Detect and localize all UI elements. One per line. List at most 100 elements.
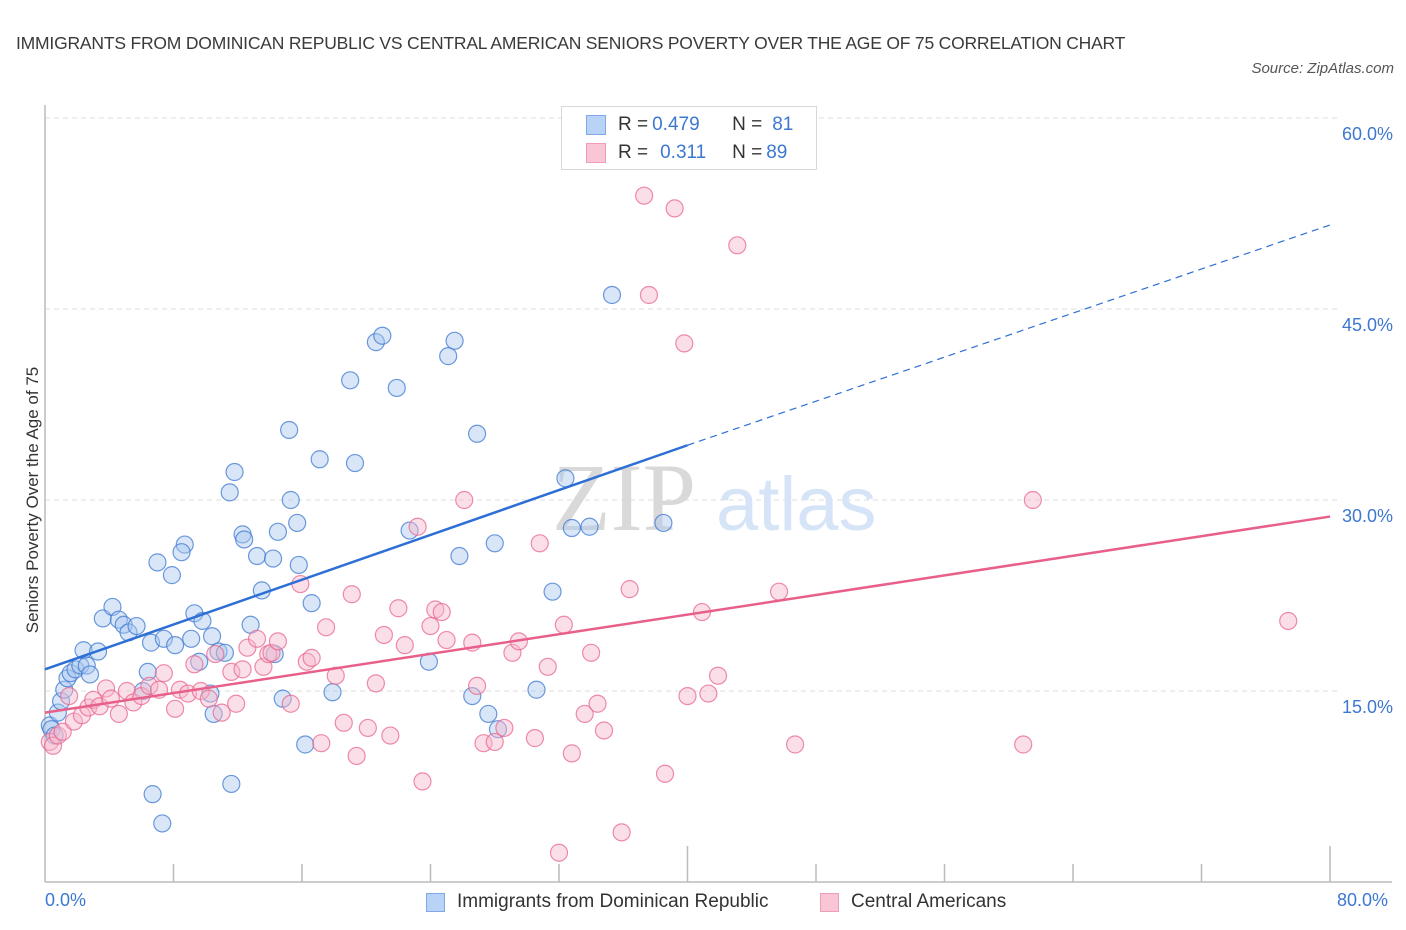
legend-n-value: 89 bbox=[766, 142, 788, 163]
legend-r-value: 0.311 bbox=[660, 142, 707, 163]
data-point-dominican bbox=[263, 549, 283, 568]
data-point-dominican bbox=[166, 636, 185, 655]
trend-line-central-american bbox=[44, 515, 1331, 714]
data-point-central-american bbox=[96, 679, 116, 698]
axes bbox=[44, 105, 1392, 883]
y-tick-labels: 15.0% 30.0% 45.0% 60.0% bbox=[1342, 124, 1393, 717]
watermark-atlas: atlas bbox=[716, 462, 877, 547]
data-point-central-american bbox=[538, 657, 557, 676]
data-point-dominican bbox=[247, 546, 267, 566]
data-point-dominican bbox=[162, 566, 181, 585]
data-point-dominican bbox=[556, 469, 575, 488]
data-point-central-american bbox=[408, 517, 427, 536]
data-point-central-american bbox=[786, 735, 805, 754]
data-point-central-american bbox=[199, 689, 218, 708]
series-central-american-points bbox=[40, 186, 1298, 862]
data-point-dominican bbox=[138, 662, 157, 682]
watermark: ZIP atlas bbox=[552, 444, 877, 551]
x-tick-max: 80.0% bbox=[1337, 890, 1389, 910]
y-axis-label: Seniors Poverty Over the Age of 75 bbox=[23, 367, 42, 633]
data-point-central-american bbox=[43, 736, 63, 755]
data-point-central-american bbox=[562, 744, 581, 763]
data-point-dominican bbox=[527, 680, 546, 699]
data-point-dominican bbox=[296, 735, 315, 754]
data-point-dominican bbox=[479, 704, 498, 724]
data-point-central-american bbox=[140, 676, 159, 696]
data-point-central-american bbox=[594, 721, 614, 740]
data-point-central-american bbox=[358, 718, 377, 738]
legend-item-label: Central Americans bbox=[851, 891, 1007, 912]
chart-title: IMMIGRANTS FROM DOMINICAN REPUBLIC VS CE… bbox=[16, 33, 1126, 53]
trend-lines bbox=[44, 224, 1331, 714]
data-point-central-american bbox=[281, 694, 300, 713]
data-point-dominican bbox=[202, 627, 222, 646]
legend-r-value: 0.479 bbox=[652, 114, 700, 135]
trend-line-dominican-extension bbox=[687, 224, 1331, 446]
data-point-dominican bbox=[220, 483, 239, 502]
data-point-central-american bbox=[389, 599, 408, 618]
legend-swatch-pink bbox=[586, 143, 606, 163]
data-point-central-american bbox=[268, 632, 288, 651]
data-point-central-american bbox=[227, 694, 246, 713]
data-point-central-american bbox=[675, 334, 694, 353]
y-tick-label: 45.0% bbox=[1342, 315, 1393, 335]
data-point-central-american bbox=[312, 734, 331, 753]
data-point-central-american bbox=[166, 699, 185, 718]
data-point-dominican bbox=[222, 774, 241, 794]
grid bbox=[45, 117, 1340, 692]
data-point-dominican bbox=[654, 513, 673, 533]
data-point-central-american bbox=[635, 186, 654, 205]
legend-swatch-pink bbox=[820, 892, 839, 912]
data-point-dominican bbox=[127, 616, 146, 636]
data-point-dominican bbox=[80, 665, 100, 684]
data-point-central-american bbox=[1279, 611, 1298, 631]
data-point-central-american bbox=[503, 643, 522, 662]
data-point-dominican bbox=[288, 513, 307, 533]
data-point-central-american bbox=[769, 582, 789, 601]
legend-item-label: Immigrants from Dominican Republic bbox=[457, 891, 769, 912]
data-point-central-american bbox=[530, 534, 549, 553]
data-point-dominican bbox=[450, 546, 469, 566]
data-point-central-american bbox=[395, 636, 414, 655]
data-point-dominican bbox=[215, 643, 234, 662]
data-point-central-american bbox=[678, 686, 697, 706]
y-tick-label: 30.0% bbox=[1342, 506, 1393, 526]
data-point-central-american bbox=[381, 726, 400, 745]
data-point-dominican bbox=[268, 522, 288, 541]
data-point-central-american bbox=[206, 644, 225, 664]
data-point-central-american bbox=[437, 630, 456, 650]
legend-swatch-blue bbox=[426, 892, 445, 912]
data-point-central-american bbox=[342, 585, 361, 604]
data-point-dominican bbox=[172, 543, 191, 562]
data-point-dominican bbox=[148, 553, 167, 572]
data-point-central-american bbox=[612, 823, 631, 842]
legend-item-central-american[interactable]: Central Americans bbox=[820, 888, 1006, 916]
data-point-central-american bbox=[575, 704, 594, 724]
data-point-central-american bbox=[109, 704, 128, 724]
data-point-central-american bbox=[222, 662, 241, 682]
legend-item-dominican[interactable]: Immigrants from Dominican Republic bbox=[426, 888, 769, 916]
data-point-dominican bbox=[182, 629, 201, 648]
legend-n-value: 81 bbox=[772, 114, 794, 135]
data-point-dominican bbox=[345, 453, 365, 473]
data-point-central-american bbox=[413, 772, 432, 791]
legend-r-label: R = bbox=[618, 114, 649, 135]
data-point-central-american bbox=[347, 746, 366, 766]
data-point-dominican bbox=[225, 462, 244, 482]
data-point-central-american bbox=[247, 629, 267, 648]
data-point-central-american bbox=[699, 684, 718, 703]
data-point-dominican bbox=[209, 642, 228, 661]
data-point-dominican bbox=[341, 371, 360, 390]
data-point-central-american bbox=[154, 664, 173, 683]
legend-row-central-american: R = 0.311 N = 89 bbox=[586, 139, 787, 167]
data-point-central-american bbox=[588, 694, 607, 713]
data-point-central-american bbox=[467, 676, 487, 696]
data-point-central-american bbox=[1014, 735, 1033, 754]
data-point-central-american bbox=[59, 686, 79, 706]
data-point-central-american bbox=[708, 666, 728, 685]
data-point-dominican bbox=[562, 518, 581, 538]
data-point-dominican bbox=[281, 490, 300, 510]
data-point-central-american bbox=[212, 703, 231, 722]
series-legend: Immigrants from Dominican Republic Centr… bbox=[0, 888, 1406, 916]
data-point-dominican bbox=[580, 517, 599, 536]
